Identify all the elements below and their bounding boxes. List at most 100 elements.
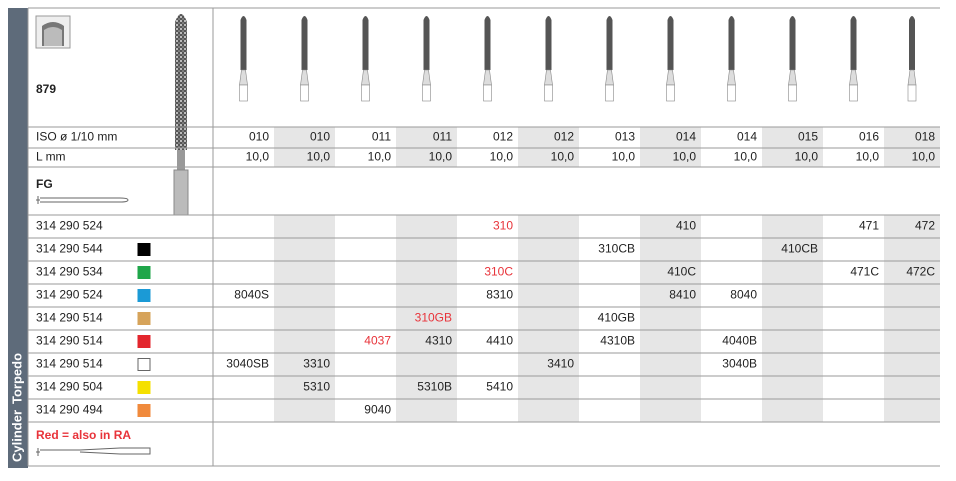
cell-value: 4310	[425, 334, 452, 348]
bur-shank	[300, 84, 309, 102]
bur-shank	[422, 84, 431, 102]
bur-neck	[361, 69, 370, 86]
side-label: Cylinder	[9, 410, 24, 462]
column-shade	[518, 127, 579, 167]
article-code: 314 290 524	[36, 219, 103, 233]
bur-drawing	[300, 16, 309, 102]
cell-value: 5310B	[417, 380, 452, 394]
column-shade	[884, 215, 940, 422]
header-value: 015	[798, 130, 818, 144]
bur-neck	[727, 69, 736, 86]
column-shade	[884, 127, 940, 167]
article-code: 314 290 494	[36, 403, 103, 417]
header-value: 10,0	[856, 150, 880, 164]
cell-value: 471C	[850, 265, 879, 279]
bur-head	[667, 16, 674, 70]
cell-value: 8310	[486, 288, 513, 302]
bur-head	[789, 16, 796, 70]
cell-value: 8040	[730, 288, 757, 302]
header-value: 011	[433, 130, 452, 144]
cell-value: 4037	[364, 334, 391, 348]
bur-drawing	[483, 16, 492, 102]
cell-value: 310GB	[415, 311, 452, 325]
article-code: 314 290 524	[36, 288, 103, 302]
cell-value: 9040	[364, 403, 391, 417]
cell-value: 410C	[667, 265, 696, 279]
bur-shank	[849, 84, 858, 102]
bur-drawing	[361, 16, 370, 102]
column-shade	[396, 127, 457, 167]
column-shade	[640, 215, 701, 422]
shank-type: FG	[36, 177, 53, 191]
bur-neck	[849, 69, 858, 86]
shank-drawing	[36, 196, 151, 456]
cell-value: 410GB	[598, 311, 635, 325]
cell-value: 3040SB	[226, 357, 269, 371]
header-value: 10,0	[612, 150, 636, 164]
bur-drawing	[727, 16, 736, 102]
bur-neck	[300, 69, 309, 86]
article-code: 314 290 514	[36, 311, 103, 325]
bur-head	[240, 16, 247, 70]
background	[274, 127, 940, 422]
column-shade	[762, 215, 823, 422]
article-code: 314 290 514	[36, 334, 103, 348]
bur-drawing	[422, 16, 431, 102]
bur-drawing	[907, 16, 917, 102]
cell-value: 310CB	[598, 242, 635, 256]
cell-value: 4310B	[600, 334, 635, 348]
bur-shank	[605, 84, 614, 102]
header-value: 018	[915, 130, 935, 144]
bur-drawing	[666, 16, 675, 102]
cell-value: 472C	[906, 265, 935, 279]
color-swatch	[137, 358, 151, 371]
header-value: 10,0	[307, 150, 331, 164]
cell-value: 8040S	[234, 288, 269, 302]
note: Red = also in RA	[36, 428, 131, 442]
bur-shank	[239, 84, 248, 102]
bur-shank	[544, 84, 553, 102]
side-label: Torpedo	[9, 353, 24, 404]
bur-neck	[483, 69, 492, 86]
column-shade	[518, 215, 579, 422]
bur-drawing	[239, 16, 248, 102]
color-swatch	[137, 404, 151, 417]
header-value: 10,0	[490, 150, 514, 164]
bur-drawing	[605, 16, 614, 102]
color-swatch	[137, 243, 151, 256]
header-value: 10,0	[429, 150, 453, 164]
header-label: ISO ø 1/10 mm	[36, 130, 117, 144]
cell-value: 8410	[669, 288, 696, 302]
article-code: 314 290 504	[36, 380, 103, 394]
header-value: 10,0	[368, 150, 392, 164]
bur-neck	[788, 69, 797, 86]
cell-value: 5410	[486, 380, 513, 394]
header-value: 10,0	[673, 150, 697, 164]
header-value: 013	[615, 130, 635, 144]
bur-image	[173, 14, 189, 216]
bur-neck	[544, 69, 553, 86]
color-swatch	[137, 266, 151, 279]
bur-head	[606, 16, 613, 70]
cell-value: 471	[859, 219, 879, 233]
article-code: 314 290 514	[36, 357, 103, 371]
column-shade	[762, 127, 823, 167]
cell-value: 4410	[486, 334, 513, 348]
header-value: 014	[676, 130, 696, 144]
cell-value: 310C	[484, 265, 513, 279]
bur-neck	[239, 69, 248, 86]
column-shade	[274, 215, 335, 422]
bur-shank	[361, 84, 370, 102]
side-strip	[8, 8, 28, 468]
bur-head	[909, 16, 915, 70]
bur-shank	[483, 84, 492, 102]
bur-shank	[666, 84, 675, 102]
header-value: 10,0	[795, 150, 819, 164]
column-shade	[274, 127, 335, 167]
header-value: 10,0	[912, 150, 936, 164]
bur-head	[423, 16, 430, 70]
product-number: 879	[36, 82, 56, 96]
bur-head	[484, 16, 491, 70]
header-label: L mm	[36, 150, 66, 164]
